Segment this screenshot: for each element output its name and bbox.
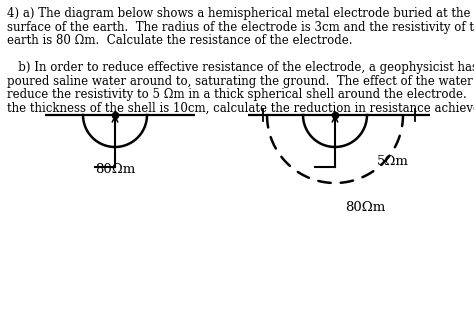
Text: 80Ωm: 80Ωm — [345, 201, 385, 214]
Text: 80Ωm: 80Ωm — [95, 163, 135, 176]
Text: 5Ωm: 5Ωm — [377, 155, 409, 168]
Text: b) In order to reduce effective resistance of the electrode, a geophysicist has: b) In order to reduce effective resistan… — [7, 61, 474, 74]
Text: reduce the resistivity to 5 Ωm in a thick spherical shell around the electrode. : reduce the resistivity to 5 Ωm in a thic… — [7, 88, 474, 101]
Text: the thickness of the shell is 10cm, calculate the reduction in resistance achiev: the thickness of the shell is 10cm, calc… — [7, 101, 474, 114]
Text: earth is 80 Ωm.  Calculate the resistance of the electrode.: earth is 80 Ωm. Calculate the resistance… — [7, 34, 353, 47]
Text: surface of the earth.  The radius of the electrode is 3cm and the resistivity of: surface of the earth. The radius of the … — [7, 20, 474, 33]
Text: 4) a) The diagram below shows a hemispherical metal electrode buried at the: 4) a) The diagram below shows a hemisphe… — [7, 7, 471, 20]
Text: poured saline water around to, saturating the ground.  The effect of the water i: poured saline water around to, saturatin… — [7, 74, 474, 87]
